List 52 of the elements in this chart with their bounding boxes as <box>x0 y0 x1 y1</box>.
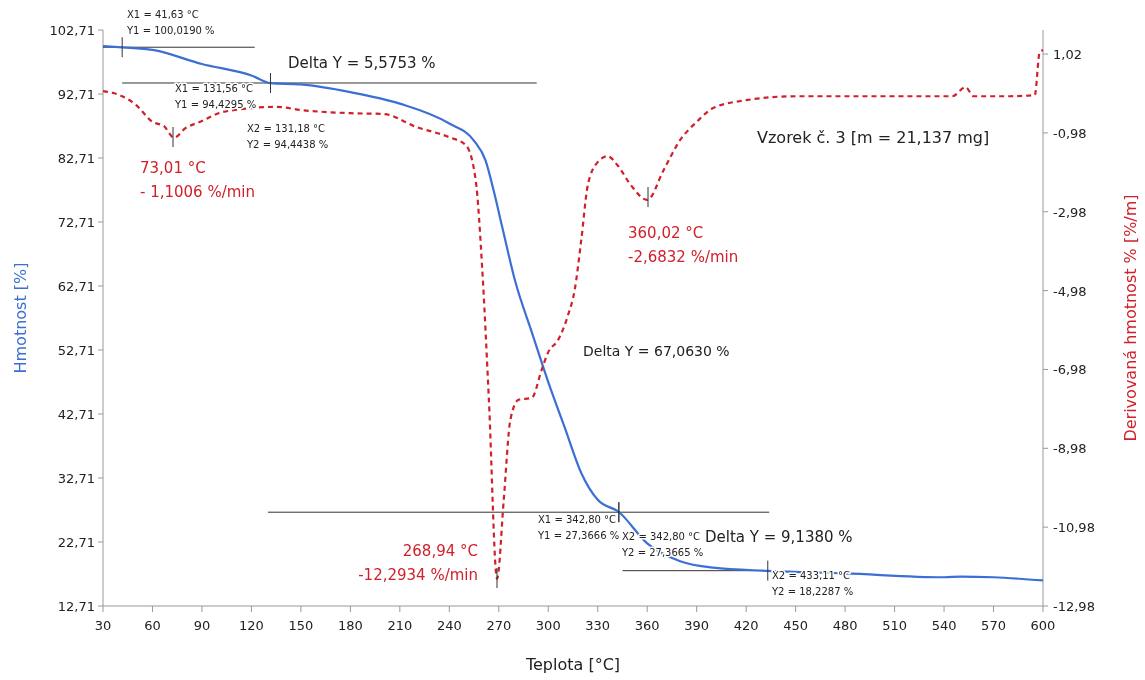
annotation: Delta Y = 67,0630 % <box>583 343 730 359</box>
y2-tick-label: -12,98 <box>1053 599 1095 614</box>
x-tick-label: 90 <box>193 618 211 633</box>
x-tick-label: 180 <box>337 618 363 633</box>
y2-tick-label: -2,98 <box>1053 204 1087 220</box>
x-tick-label: 30 <box>94 618 112 633</box>
x-tick-label: 330 <box>585 618 611 633</box>
x-tick-label: 360 <box>634 618 660 633</box>
y-tick-label: 72,71 <box>57 215 95 230</box>
annotation: 360,02 °C -2,6832 %/min <box>628 224 739 266</box>
x-tick-label: 510 <box>882 618 907 633</box>
x-tick-label: 210 <box>387 618 413 633</box>
x-tick-label: 300 <box>535 618 561 633</box>
annotation: Delta Y = 5,5753 % <box>288 54 436 72</box>
y-axis-title: Hmotnost [%] <box>11 262 30 374</box>
annotation: X1 = 41,63 °C Y1 = 100,0190 % <box>126 9 215 36</box>
y-tick-label: 52,71 <box>57 343 95 358</box>
y2-tick-label: -6,98 <box>1053 362 1087 378</box>
x-tick-label: 480 <box>832 618 858 633</box>
x-tick-label: 120 <box>239 618 264 633</box>
y-tick-label: 12,71 <box>57 599 95 614</box>
x-tick-label: 270 <box>486 618 512 633</box>
y2-axis-title: Derivovaná hmotnost % [%/m] <box>1121 194 1140 442</box>
y-tick-label: 32,71 <box>57 471 95 486</box>
y2-tick-label: -10,98 <box>1053 520 1095 536</box>
y2-tick-label: 1,02 <box>1053 47 1082 63</box>
x-tick-label: 450 <box>783 618 809 633</box>
y-tick-label: 42,71 <box>57 407 95 422</box>
x-axis-title: Teplota [°C] <box>524 655 621 674</box>
x-tick-label: 540 <box>931 618 957 633</box>
y2-tick-label: -4,98 <box>1053 283 1087 299</box>
y-tick-label: 92,71 <box>57 87 95 102</box>
annotation: 73,01 °C - 1,1006 %/min <box>140 159 256 201</box>
annotation: 268,94 °C -12,2934 %/min <box>358 542 478 584</box>
annotation: X1 = 342,80 °C Y1 = 27,3666 % <box>537 514 620 541</box>
x-tick-label: 570 <box>981 618 1006 633</box>
x-tick-label: 150 <box>288 618 314 633</box>
x-tick-label: 420 <box>733 618 759 633</box>
x-tick-label: 600 <box>1030 618 1056 633</box>
y-tick-label: 102,71 <box>49 23 95 38</box>
annotation: X1 = 131,56 °C Y1 = 94,4295 % <box>174 83 257 110</box>
x-tick-label: 390 <box>684 618 710 633</box>
y-tick-label: 62,71 <box>57 279 95 294</box>
y-tick-label: 82,71 <box>57 151 95 166</box>
annotation: Vzorek č. 3 [m = 21,137 mg] <box>757 128 990 147</box>
y2-tick-label: -8,98 <box>1053 441 1087 457</box>
annotation: X2 = 131,18 °C Y2 = 94,4438 % <box>246 123 329 150</box>
y2-tick-label: -0,98 <box>1053 125 1087 141</box>
annotation: Delta Y = 9,1380 % <box>705 528 853 546</box>
y-tick-label: 22,71 <box>57 535 95 550</box>
x-tick-label: 240 <box>436 618 462 633</box>
x-tick-label: 60 <box>144 618 161 633</box>
